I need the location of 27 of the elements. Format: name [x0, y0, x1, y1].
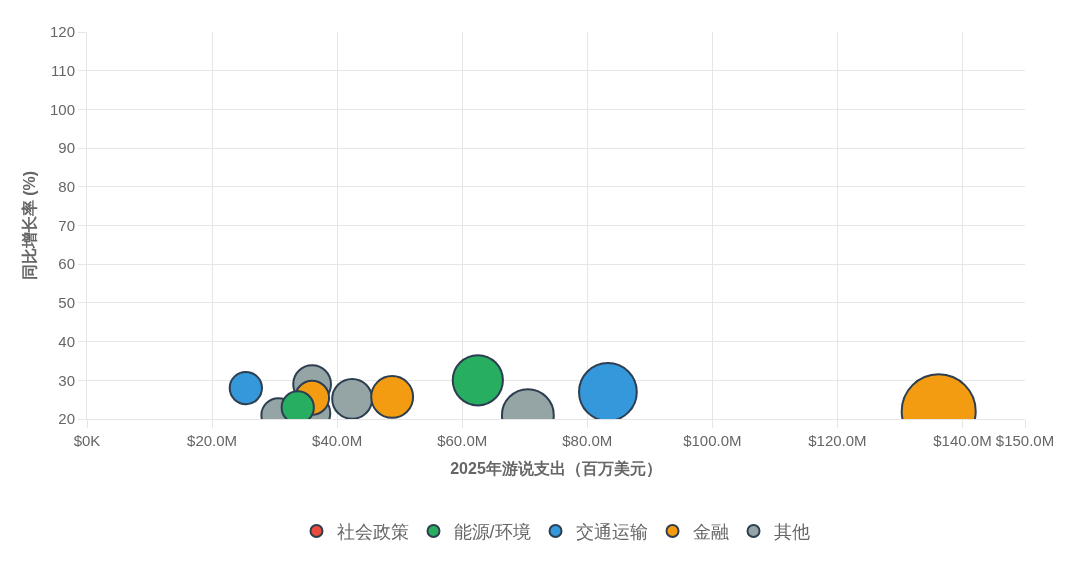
x-tick-label: $20.0M — [187, 432, 238, 449]
legend-label: 其他 — [773, 521, 810, 542]
x-tick-label: $140.0M — [933, 432, 992, 449]
y-tick-label: 50 — [58, 294, 75, 312]
x-tick-label: $100.0M — [683, 432, 742, 449]
legend-label: 金融 — [692, 521, 729, 542]
y-tick-label: 60 — [58, 255, 75, 273]
x-axis-title: 2025年游说支出（百万美元） — [450, 458, 662, 478]
x-tick-label: $40.0M — [312, 432, 363, 449]
legend-label: 交通运输 — [575, 521, 648, 542]
legend-label: 社会政策 — [336, 521, 409, 542]
y-tick-label: 40 — [58, 332, 75, 350]
y-tick-label: 30 — [58, 371, 75, 389]
y-tick-label: 120 — [49, 23, 75, 41]
y-tick-label: 110 — [51, 61, 75, 79]
x-tick-label: $60.0M — [437, 432, 488, 449]
x-tick-label: $80.0M — [562, 432, 613, 449]
y-tick-label: 90 — [58, 139, 75, 157]
x-tick-label: $150.0M — [995, 432, 1055, 449]
y-tick-label: 20 — [58, 410, 75, 428]
x-tick-label: $120.0M — [808, 432, 867, 449]
y-axis-title: 同比增长率 (%) — [19, 170, 38, 281]
y-tick-label: 80 — [58, 178, 75, 196]
legend-label: 能源/环境 — [453, 521, 531, 542]
y-tick-label: 100 — [49, 100, 75, 118]
y-tick-label: 70 — [58, 216, 75, 234]
x-tick-label: $0K — [73, 432, 101, 449]
